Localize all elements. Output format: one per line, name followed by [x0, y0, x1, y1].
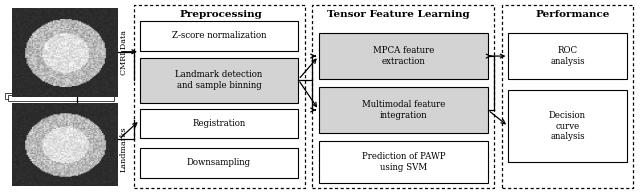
Text: MPCA feature
extraction: MPCA feature extraction	[372, 46, 434, 66]
Text: Downsampling: Downsampling	[187, 158, 251, 167]
Text: Performance: Performance	[535, 10, 609, 19]
Text: Landmark detection
and sample binning: Landmark detection and sample binning	[175, 70, 263, 90]
Text: Registration: Registration	[193, 119, 246, 128]
Text: ROC
analysis: ROC analysis	[550, 46, 585, 66]
Text: Preprocessing: Preprocessing	[180, 10, 262, 19]
FancyBboxPatch shape	[319, 33, 488, 79]
Text: Landmarks: Landmarks	[120, 126, 128, 172]
FancyBboxPatch shape	[140, 21, 298, 51]
Text: + inf insertion point: + inf insertion point	[41, 116, 90, 121]
FancyBboxPatch shape	[38, 113, 115, 138]
Text: + sup insertion point: + sup insertion point	[41, 120, 93, 125]
FancyBboxPatch shape	[319, 141, 488, 183]
FancyBboxPatch shape	[140, 109, 298, 138]
Bar	[4, 93, 110, 99]
FancyBboxPatch shape	[140, 57, 298, 103]
FancyBboxPatch shape	[508, 90, 627, 163]
FancyBboxPatch shape	[508, 33, 627, 79]
Text: Tensor Feature Learning: Tensor Feature Learning	[326, 10, 469, 19]
Text: Multimodal feature
integration: Multimodal feature integration	[362, 100, 445, 120]
Bar	[8, 95, 114, 101]
FancyBboxPatch shape	[140, 148, 298, 178]
Text: Prediction of PAWP
using SVM: Prediction of PAWP using SVM	[362, 152, 445, 172]
Text: Decision
curve
analysis: Decision curve analysis	[549, 112, 586, 141]
Text: + RV inf: + RV inf	[41, 123, 61, 128]
Text: Z-score normalization: Z-score normalization	[172, 31, 266, 40]
Text: CMRI Data: CMRI Data	[120, 30, 128, 75]
FancyBboxPatch shape	[319, 87, 488, 133]
